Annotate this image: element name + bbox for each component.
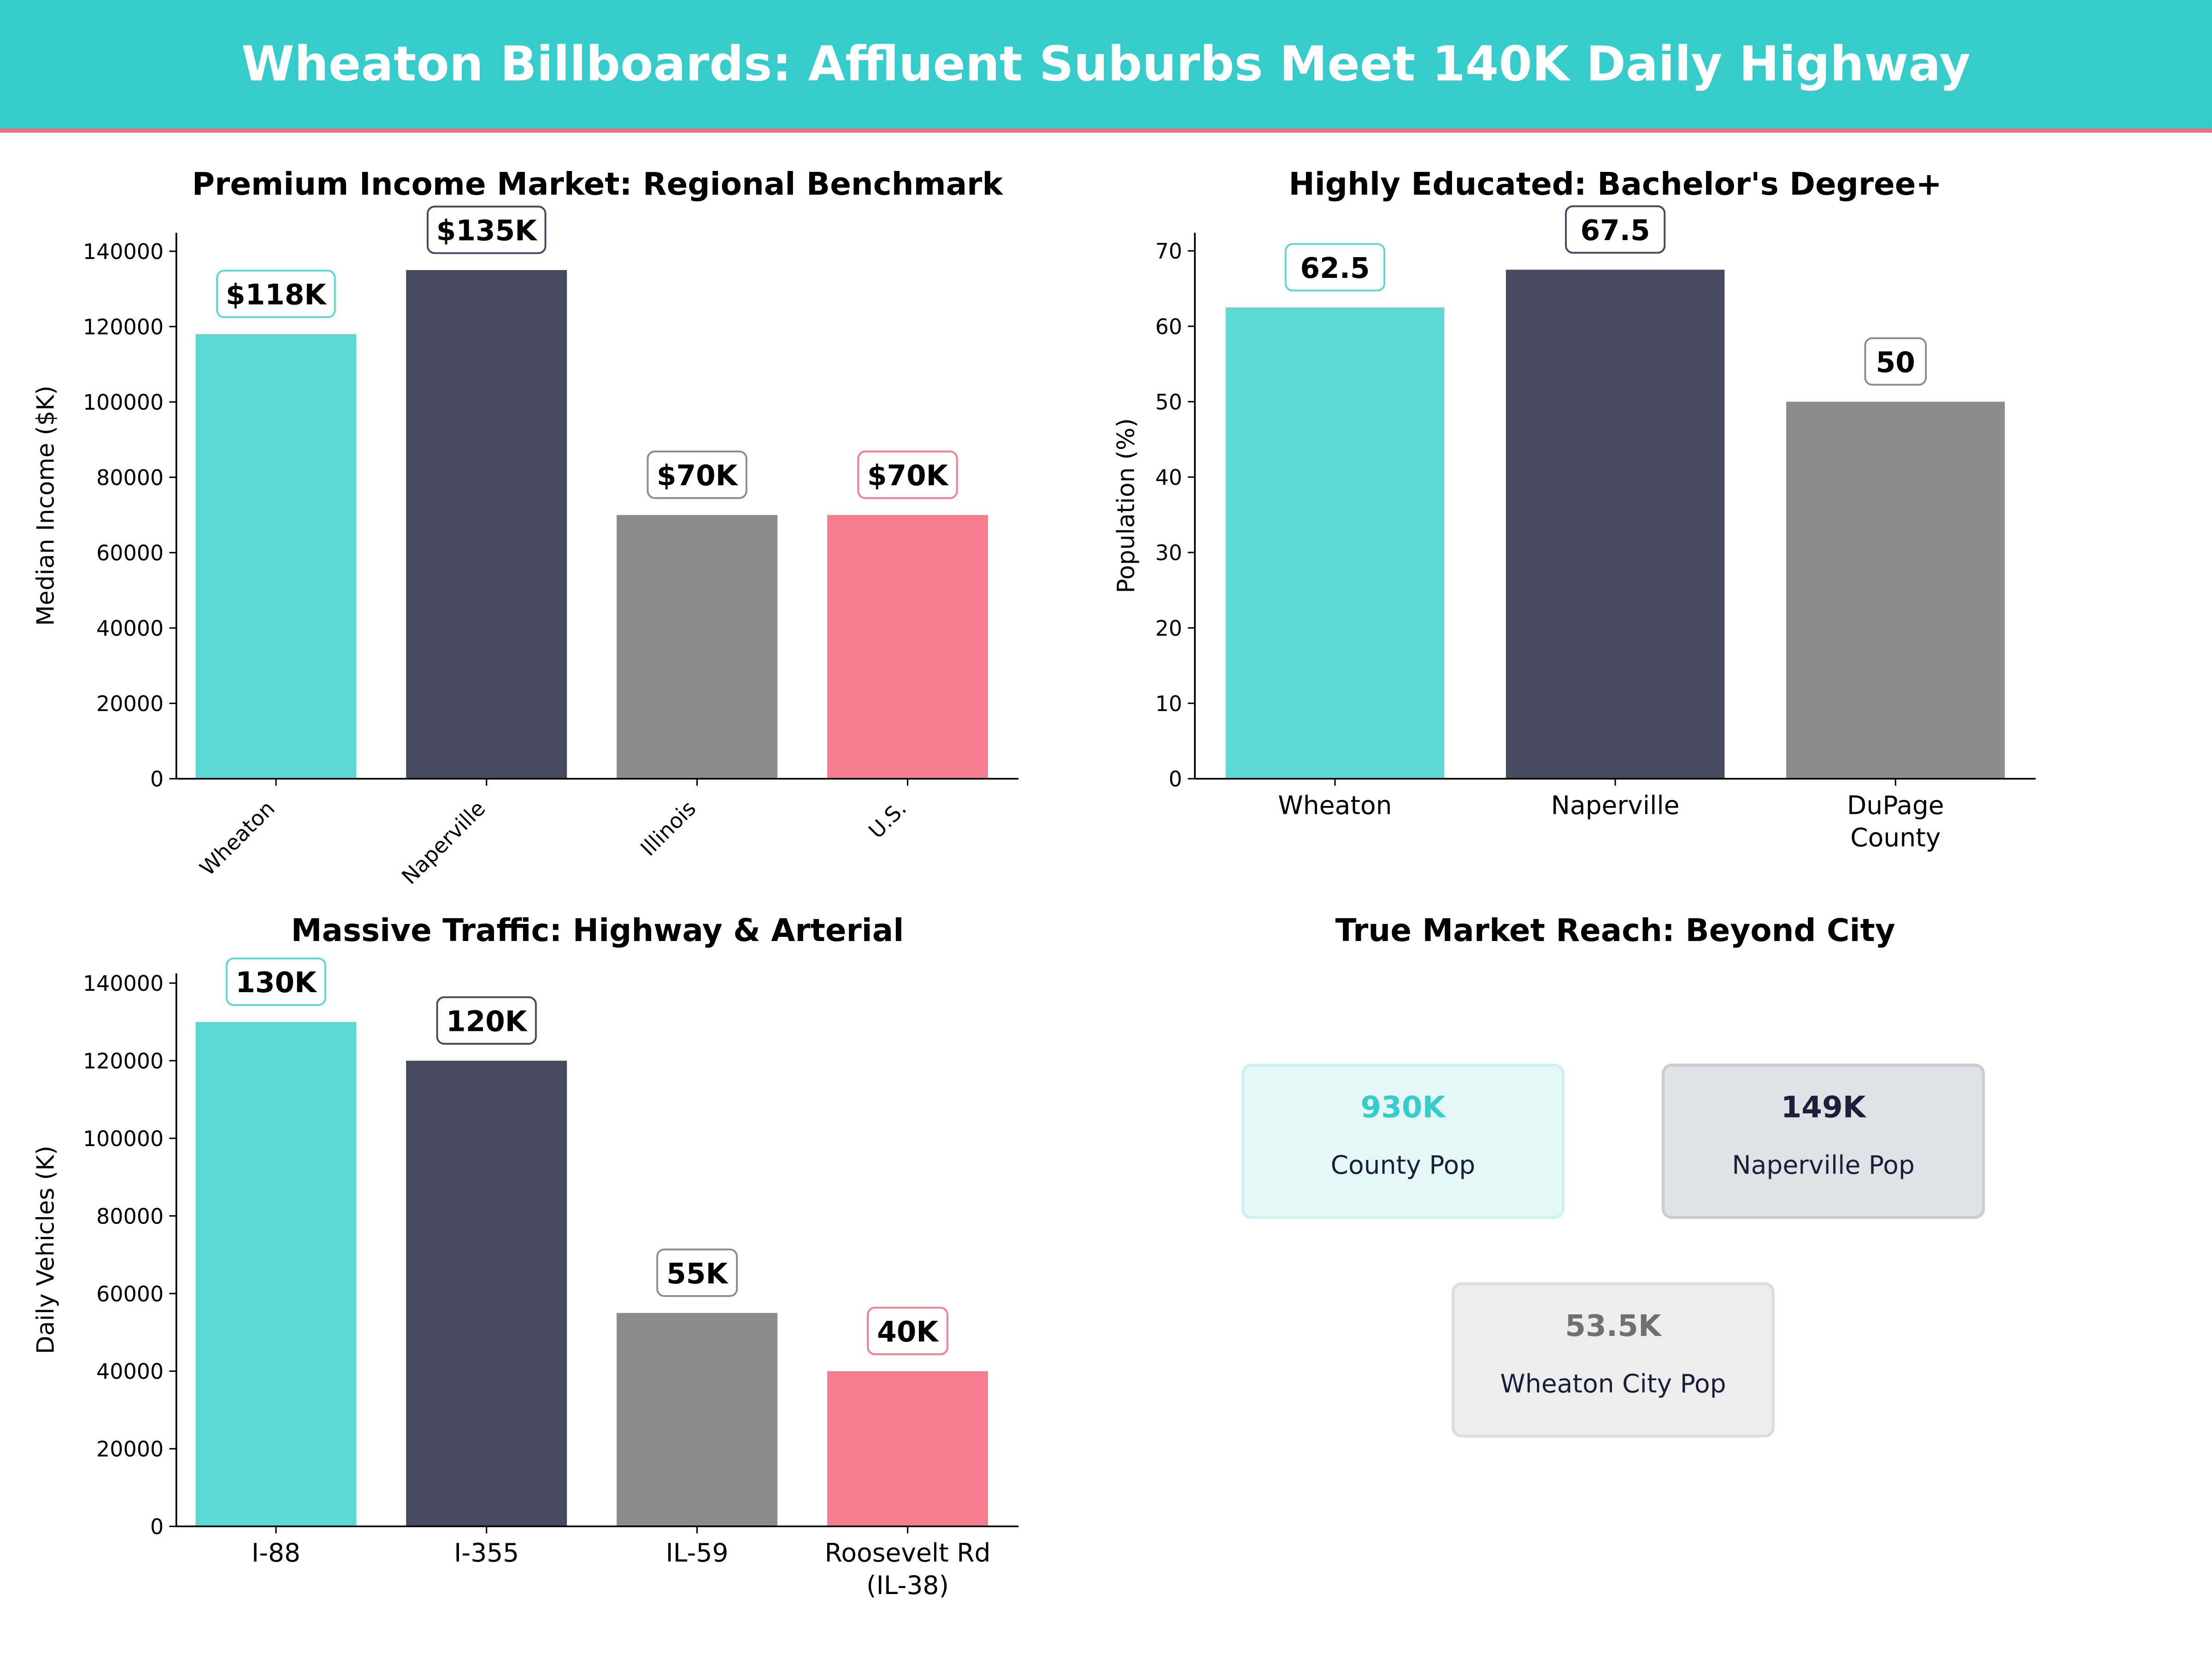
x-tick-label: Illinois — [635, 796, 700, 861]
data-label-box — [656, 1248, 738, 1297]
data-label-box — [857, 450, 958, 499]
y-tick-label: 60000 — [96, 1282, 164, 1306]
y-tick-label: 70 — [1155, 239, 1182, 264]
data-label-box — [216, 270, 336, 318]
y-tick-label: 40 — [1155, 465, 1182, 490]
bar-3 — [827, 515, 988, 779]
x-tick-label: County — [1850, 823, 1941, 853]
card-label: Wheaton City Pop — [1500, 1370, 1726, 1400]
data-label-box — [426, 206, 547, 254]
x-tick-label: Naperville — [1551, 790, 1680, 820]
data-label: $135K — [436, 215, 538, 247]
bar-0 — [195, 334, 357, 779]
x-tick-label: Naperville — [397, 796, 490, 889]
x-tick-label: DuPage — [1847, 790, 1944, 820]
bar-3 — [827, 1371, 988, 1527]
y-axis-label: Median Income ($K) — [32, 386, 59, 626]
bar-0 — [1225, 307, 1445, 779]
data-label-box — [436, 996, 537, 1045]
header-banner: Wheaton Billboards: Affluent Suburbs Mee… — [0, 0, 2212, 133]
wheaton-city-pop-card: 53.5K Wheaton City Pop — [1451, 1282, 1775, 1438]
data-label-box — [225, 957, 326, 1006]
y-tick-label: 20000 — [96, 1437, 164, 1462]
y-tick-label: 20 — [1155, 616, 1182, 641]
bar-1 — [1506, 270, 1725, 779]
county-pop-card: 930K County Pop — [1241, 1064, 1565, 1219]
card-value: 53.5K — [1565, 1309, 1661, 1343]
chart-title: Premium Income Market: Regional Benchmar… — [192, 165, 1004, 202]
bar-1 — [406, 1060, 567, 1527]
data-label-box — [647, 450, 747, 499]
data-label: 67.5 — [1581, 214, 1650, 247]
y-tick-label: 120000 — [83, 1049, 164, 1074]
x-tick-label: I-355 — [454, 1538, 519, 1568]
card-label: Naperville Pop — [1732, 1151, 1915, 1181]
data-label-box — [867, 1306, 948, 1355]
reach-title: True Market Reach: Beyond City — [1335, 912, 1895, 948]
income-chart: Premium Income Market: Regional Benchmar… — [32, 165, 1019, 889]
card-value: 149K — [1781, 1090, 1866, 1124]
data-label: 40K — [877, 1316, 939, 1348]
y-tick-label: 50 — [1155, 389, 1182, 414]
page-title: Wheaton Billboards: Affluent Suburbs Mee… — [241, 36, 1971, 93]
x-tick-label: (IL-38) — [866, 1571, 949, 1600]
bar-2 — [617, 1313, 778, 1527]
x-tick-label: Wheaton — [195, 796, 280, 881]
data-label: $118K — [226, 279, 327, 312]
data-label: $70K — [657, 459, 739, 492]
y-axis-label: Daily Vehicles (K) — [32, 1146, 59, 1354]
bar-2 — [617, 515, 778, 779]
naperville-pop-card: 149K Naperville Pop — [1662, 1064, 1985, 1219]
data-label-box — [1565, 205, 1666, 254]
card-label: County Pop — [1330, 1151, 1476, 1181]
y-tick-label: 60 — [1155, 314, 1182, 339]
y-tick-label: 0 — [150, 767, 164, 792]
y-tick-label: 0 — [1169, 767, 1182, 792]
x-tick-label: I-88 — [252, 1538, 300, 1568]
data-label: 62.5 — [1300, 252, 1370, 285]
chart-title: Highly Educated: Bachelor's Degree+ — [1288, 165, 1941, 202]
bar-2 — [1786, 401, 2005, 779]
y-tick-label: 80000 — [96, 465, 164, 490]
data-label: 55K — [666, 1258, 729, 1290]
data-label-box — [1864, 337, 1927, 386]
chart-title: Massive Traffic: Highway & Arterial — [291, 912, 904, 948]
y-tick-label: 60000 — [96, 541, 164, 565]
x-tick-label: Roosevelt Rd — [824, 1538, 990, 1568]
y-tick-label: 140000 — [83, 971, 164, 996]
data-label: $70K — [867, 459, 949, 492]
y-tick-label: 100000 — [83, 390, 164, 415]
x-tick-label: Wheaton — [1278, 790, 1392, 820]
y-tick-label: 30 — [1155, 541, 1182, 565]
y-tick-label: 20000 — [96, 691, 164, 716]
y-tick-label: 80000 — [96, 1204, 164, 1229]
y-tick-label: 40000 — [96, 1359, 164, 1384]
y-axis-label: Population (%) — [1112, 418, 1140, 593]
bar-0 — [195, 1022, 357, 1527]
y-tick-label: 10 — [1155, 691, 1182, 716]
data-label: 120K — [446, 1005, 528, 1038]
y-tick-label: 0 — [150, 1514, 164, 1539]
data-label: 130K — [235, 966, 318, 999]
x-tick-label: U.S. — [864, 796, 911, 843]
y-tick-label: 120000 — [83, 315, 164, 340]
data-label-box — [1284, 243, 1386, 292]
bar-1 — [406, 270, 567, 779]
x-tick-label: IL-59 — [666, 1538, 729, 1568]
y-tick-label: 140000 — [83, 239, 164, 264]
traffic-chart: Massive Traffic: Highway & Arterial Daily… — [32, 912, 1019, 1600]
education-chart: Highly Educated: Bachelor's Degree+ Popul… — [1112, 165, 2036, 853]
y-tick-label: 100000 — [83, 1126, 164, 1151]
data-label: 50 — [1876, 346, 1915, 379]
y-tick-label: 40000 — [96, 616, 164, 641]
card-value: 930K — [1360, 1090, 1446, 1124]
